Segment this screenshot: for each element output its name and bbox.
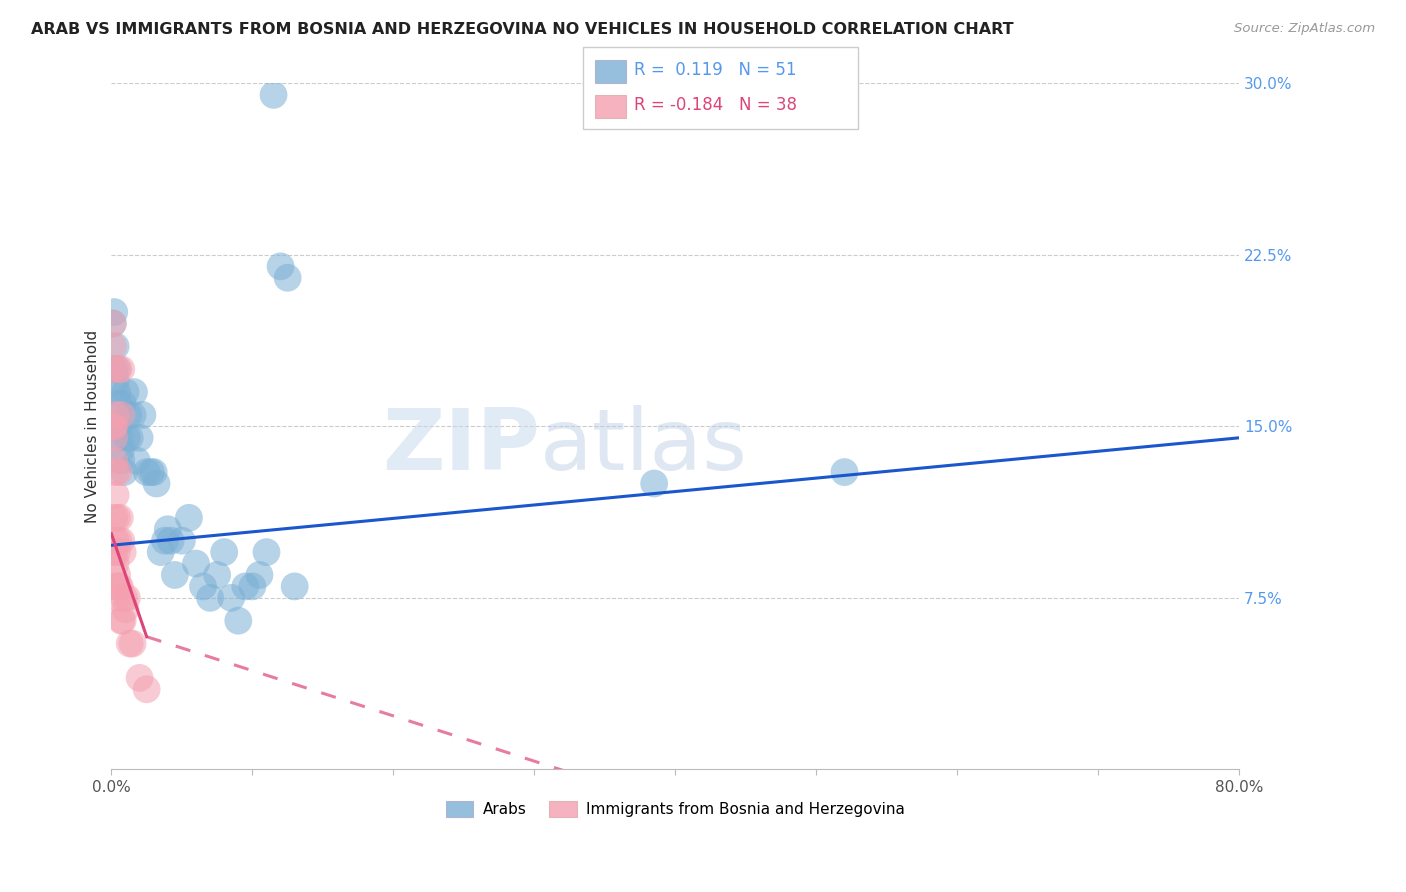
- Point: [118, 636, 141, 650]
- Point: [135, 682, 157, 697]
- Point: [156, 522, 179, 536]
- Point: [125, 453, 148, 467]
- Point: [107, 579, 129, 593]
- Point: [104, 465, 127, 479]
- Point: [114, 602, 136, 616]
- Point: [107, 465, 129, 479]
- Point: [118, 431, 141, 445]
- Point: [108, 579, 131, 593]
- Point: [256, 545, 278, 559]
- Y-axis label: No Vehicles in Household: No Vehicles in Household: [86, 330, 100, 523]
- Point: [163, 568, 186, 582]
- Point: [142, 465, 165, 479]
- Point: [233, 579, 256, 593]
- Point: [104, 557, 127, 571]
- Point: [249, 568, 271, 582]
- Point: [270, 260, 292, 274]
- Text: R =  0.119   N = 51: R = 0.119 N = 51: [634, 62, 797, 79]
- Point: [103, 545, 125, 559]
- Point: [103, 362, 125, 376]
- Point: [128, 671, 150, 685]
- Point: [121, 636, 143, 650]
- Point: [112, 465, 135, 479]
- Point: [153, 533, 176, 548]
- Point: [101, 317, 124, 331]
- Point: [105, 511, 128, 525]
- Point: [105, 545, 128, 559]
- Point: [103, 453, 125, 467]
- Point: [110, 362, 132, 376]
- Point: [131, 408, 153, 422]
- Point: [159, 533, 181, 548]
- Point: [277, 270, 299, 285]
- Point: [226, 614, 249, 628]
- Point: [834, 465, 856, 479]
- Point: [198, 591, 221, 605]
- Point: [104, 374, 127, 388]
- Point: [145, 476, 167, 491]
- Point: [101, 419, 124, 434]
- Text: atlas: atlas: [540, 406, 748, 489]
- Point: [117, 408, 139, 422]
- Point: [111, 614, 134, 628]
- Point: [110, 533, 132, 548]
- Point: [101, 317, 124, 331]
- Text: ARAB VS IMMIGRANTS FROM BOSNIA AND HERZEGOVINA NO VEHICLES IN HOUSEHOLD CORRELAT: ARAB VS IMMIGRANTS FROM BOSNIA AND HERZE…: [31, 22, 1014, 37]
- Point: [263, 87, 285, 102]
- Point: [177, 511, 200, 525]
- Point: [103, 431, 125, 445]
- Point: [643, 476, 665, 491]
- Point: [104, 339, 127, 353]
- Point: [108, 511, 131, 525]
- Point: [101, 339, 124, 353]
- Point: [111, 396, 134, 410]
- Point: [107, 533, 129, 548]
- Legend: Arabs, Immigrants from Bosnia and Herzegovina: Arabs, Immigrants from Bosnia and Herzeg…: [440, 795, 911, 823]
- Point: [107, 419, 129, 434]
- Point: [149, 545, 172, 559]
- Point: [121, 408, 143, 422]
- Point: [135, 465, 157, 479]
- Text: Source: ZipAtlas.com: Source: ZipAtlas.com: [1234, 22, 1375, 36]
- Text: ZIP: ZIP: [382, 406, 540, 489]
- Point: [110, 453, 132, 467]
- Point: [219, 591, 242, 605]
- Point: [104, 579, 127, 593]
- Point: [205, 568, 228, 582]
- Text: R = -0.184   N = 38: R = -0.184 N = 38: [634, 96, 797, 114]
- Point: [114, 385, 136, 400]
- Point: [103, 419, 125, 434]
- Point: [105, 362, 128, 376]
- Point: [107, 362, 129, 376]
- Point: [110, 408, 132, 422]
- Point: [139, 465, 162, 479]
- Point: [105, 568, 128, 582]
- Point: [122, 385, 145, 400]
- Point: [105, 591, 128, 605]
- Point: [108, 431, 131, 445]
- Point: [104, 533, 127, 548]
- Point: [104, 488, 127, 502]
- Point: [115, 591, 138, 605]
- Point: [128, 431, 150, 445]
- Point: [111, 545, 134, 559]
- Point: [184, 557, 207, 571]
- Point: [110, 614, 132, 628]
- Point: [101, 362, 124, 376]
- Point: [112, 591, 135, 605]
- Point: [105, 385, 128, 400]
- Point: [103, 305, 125, 319]
- Point: [104, 408, 127, 422]
- Point: [115, 431, 138, 445]
- Point: [191, 579, 214, 593]
- Point: [107, 396, 129, 410]
- Point: [170, 533, 193, 548]
- Point: [242, 579, 264, 593]
- Point: [212, 545, 235, 559]
- Point: [284, 579, 307, 593]
- Point: [103, 511, 125, 525]
- Point: [110, 442, 132, 457]
